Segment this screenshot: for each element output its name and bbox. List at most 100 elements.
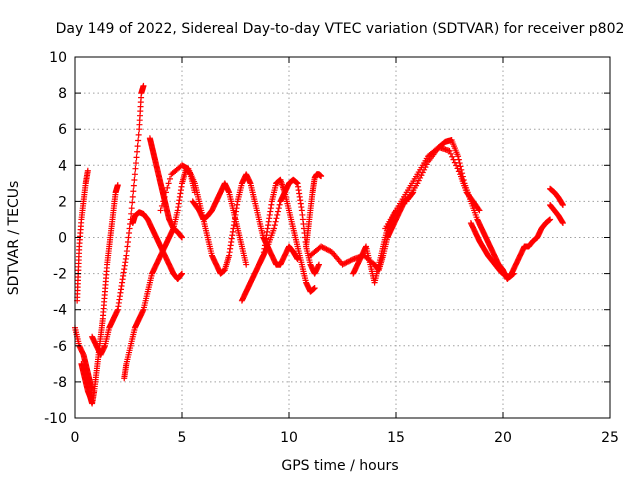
y-tick-label: 6 [58,122,67,138]
series-track-g [146,135,185,241]
data-points [72,82,566,407]
data-point-marker [128,210,135,217]
data-point-marker [476,207,483,214]
data-point-marker [135,137,142,144]
data-point-marker [346,258,353,265]
data-point-marker [243,261,250,268]
data-point-marker [559,202,566,209]
y-tick-label: 8 [58,86,67,102]
data-point-marker [132,160,139,167]
data-point-marker [164,184,171,191]
data-point-marker [161,193,168,200]
data-point-marker [315,261,322,268]
data-point-marker [294,256,301,263]
data-point-marker [133,154,140,161]
data-point-marker [274,211,281,218]
series-track-d [89,82,147,358]
data-point-marker [342,260,349,267]
chart-title: Day 149 of 2022, Sidereal Day-to-day VTE… [56,21,625,37]
data-point-marker [131,176,138,183]
data-point-marker [275,205,282,212]
data-point-marker [347,257,354,264]
data-point-marker [455,153,462,160]
data-point-marker [318,243,325,250]
data-point-marker [449,153,456,160]
data-point-marker [453,162,460,169]
data-point-marker [415,177,422,184]
data-point-marker [447,150,454,157]
data-point-marker [160,198,167,205]
data-point-marker [348,256,355,263]
data-point-marker [84,167,91,174]
data-point-marker [157,207,164,214]
x-tick-label: 20 [494,430,512,446]
data-point-marker [271,225,278,232]
data-point-marker [166,175,173,182]
grid [75,57,610,418]
x-tick-label: 25 [601,430,619,446]
data-point-marker [114,182,121,189]
data-point-marker [451,159,458,166]
series-track-i [189,180,250,268]
y-tick-label: 10 [49,50,67,66]
data-point-marker [418,172,425,179]
data-point-marker [322,245,329,252]
axes: 0 5 10 15 20 25 -10 -8 -6 -4 -2 0 2 4 6 8 10 [44,50,619,446]
data-point-marker [158,202,165,209]
data-point-marker [446,147,453,154]
data-point-marker [134,148,141,155]
data-point-marker [276,201,283,208]
series-track-o [382,137,554,283]
data-point-marker [272,218,279,225]
y-tick-label: 2 [58,194,67,210]
y-tick-label: -6 [53,339,67,355]
data-point-marker [162,189,169,196]
data-point-marker [311,285,318,292]
data-point-marker [134,143,141,150]
y-tick-label: 0 [58,231,67,247]
data-point-marker [179,270,185,277]
series-track-p [403,144,483,214]
series-track-f [129,209,185,283]
plot-frame [74,56,611,419]
data-point-marker [417,174,424,181]
data-point-marker [275,208,282,215]
series-track-r [547,185,566,209]
data-point-marker [510,270,517,277]
series-track-b [74,167,91,304]
data-point-marker [128,205,135,212]
x-axis-title: GPS time / hours [281,458,398,474]
data-point-marker [450,156,457,163]
y-tick-label: -2 [53,267,67,283]
data-point-marker [547,216,554,223]
x-tick-label: 5 [178,430,187,446]
data-point-marker [129,193,136,200]
x-tick-label: 10 [280,430,298,446]
data-point-marker [320,244,327,251]
data-point-marker [326,247,333,254]
series-track-q [467,220,517,281]
data-point-marker [454,165,461,172]
data-point-marker [559,220,566,227]
data-point-marker [414,180,421,187]
y-tick-label: 4 [58,158,67,174]
data-point-marker [131,171,138,178]
y-tick-label: -4 [53,303,67,319]
data-point-marker [271,222,278,229]
data-point-marker [343,259,350,266]
y-axis-title: SDTVAR / TECUs [6,181,22,296]
data-point-marker [324,246,331,253]
data-point-marker [455,156,462,163]
data-point-marker [130,182,137,189]
x-tick-label: 0 [71,430,80,446]
data-point-marker [130,188,137,195]
data-point-marker [340,260,347,267]
data-point-marker [273,215,280,222]
data-point-marker [422,164,429,171]
data-point-marker [318,173,325,180]
data-point-marker [339,261,346,268]
data-point-marker [455,168,462,175]
data-point-marker [135,131,142,138]
